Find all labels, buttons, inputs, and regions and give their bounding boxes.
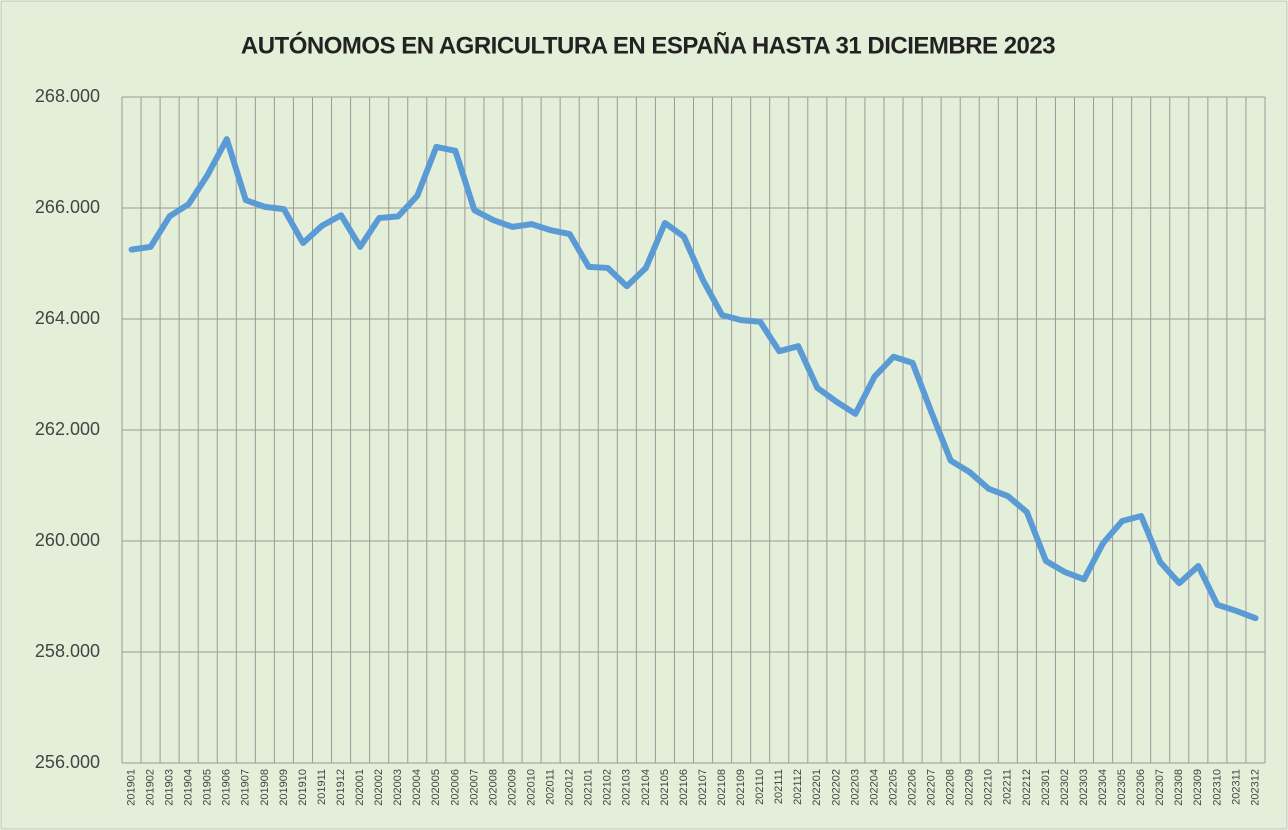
y-tick-label: 266.000 [35,197,100,217]
y-tick-label: 268.000 [35,86,100,106]
y-tick-label: 260.000 [35,530,100,550]
x-tick-label: 201910 [297,769,309,806]
chart-title: AUTÓNOMOS EN AGRICULTURA EN ESPAÑA HASTA… [241,31,1055,59]
x-tick-label: 202311 [1230,769,1242,805]
x-tick-label: 201908 [259,769,271,806]
y-tick-label: 258.000 [35,641,100,661]
x-tick-label: 202106 [678,769,690,806]
x-tick-label: 202103 [621,769,633,806]
x-tick-label: 202301 [1040,769,1052,806]
x-tick-label: 201903 [164,769,176,806]
x-tick-label: 202111 [773,769,785,804]
x-tick-label: 202008 [487,769,499,806]
x-tick-label: 202210 [983,769,995,806]
x-tick-label: 202304 [1097,769,1109,806]
x-tick-label: 202202 [830,769,842,806]
x-tick-label: 202212 [1021,769,1033,806]
x-tick-label: 202203 [849,769,861,806]
x-tick-label: 202004 [411,769,423,806]
x-tick-label: 201912 [335,769,347,806]
x-tick-label: 201907 [240,769,252,806]
x-tick-label: 201901 [125,769,137,806]
x-tick-label: 202006 [449,769,461,806]
x-tick-label: 202108 [716,769,728,806]
y-tick-label: 262.000 [35,419,100,439]
x-tick-label: 202207 [926,769,938,806]
x-tick-label: 202306 [1135,769,1147,806]
x-tick-label: 202007 [468,769,480,806]
y-tick-label: 264.000 [35,308,100,328]
x-tick-label: 202201 [811,769,823,806]
x-tick-label: 202208 [945,769,957,806]
x-tick-label: 202102 [602,769,614,806]
x-tick-label: 202211 [1002,769,1014,805]
x-tick-label: 201902 [144,769,156,806]
x-tick-label: 202012 [564,769,576,806]
x-tick-label: 202009 [506,769,518,806]
y-tick-label: 256.000 [35,752,100,772]
x-tick-label: 202204 [868,769,880,806]
x-tick-label: 202109 [735,769,747,806]
x-tick-label: 202101 [583,769,595,806]
x-tick-label: 202110 [754,769,766,805]
x-tick-label: 202002 [373,769,385,806]
x-tick-label: 202005 [430,769,442,806]
x-tick-label: 202302 [1059,769,1071,806]
x-tick-label: 202209 [964,769,976,806]
x-tick-label: 202303 [1078,769,1090,806]
x-tick-label: 202309 [1192,769,1204,806]
x-tick-label: 202308 [1173,769,1185,806]
x-tick-label: 201904 [183,769,195,806]
x-tick-label: 202011 [545,769,557,805]
x-tick-label: 201905 [202,769,214,806]
x-tick-label: 202310 [1211,769,1223,806]
x-tick-label: 202010 [525,769,537,806]
x-tick-label: 202105 [659,769,671,806]
x-tick-label: 202107 [697,769,709,806]
x-tick-label: 202003 [392,769,404,806]
x-tick-label: 202112 [792,769,804,805]
x-tick-label: 202312 [1249,769,1261,806]
data-line [128,136,1259,622]
x-tick-label: 202206 [906,769,918,806]
x-tick-label: 202205 [887,769,899,806]
x-tick-label: 202307 [1154,769,1166,806]
x-tick-label: 201911 [316,769,328,805]
x-tick-label: 202001 [354,769,366,806]
x-tick-label: 201909 [278,769,290,806]
x-tick-label: 202305 [1116,769,1128,806]
x-tick-label: 201906 [221,769,233,806]
x-tick-label: 202104 [640,769,652,806]
